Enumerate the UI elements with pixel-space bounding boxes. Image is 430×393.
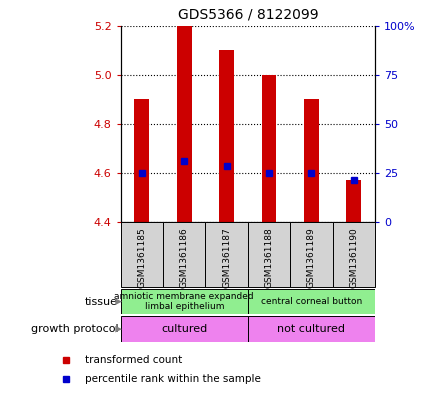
Bar [163, 222, 205, 287]
Bar [120, 316, 247, 342]
Text: GSM1361186: GSM1361186 [179, 227, 188, 288]
Bar [346, 180, 360, 222]
Text: amniotic membrane expanded
limbal epithelium: amniotic membrane expanded limbal epithe… [114, 292, 253, 311]
Text: cultured: cultured [161, 324, 207, 334]
Bar [303, 99, 318, 222]
Bar [289, 222, 332, 287]
Bar [261, 75, 276, 222]
Text: GSM1361190: GSM1361190 [348, 227, 357, 288]
Title: GDS5366 / 8122099: GDS5366 / 8122099 [177, 7, 317, 22]
Text: tissue: tissue [85, 297, 118, 307]
Bar [247, 289, 374, 314]
Text: GSM1361188: GSM1361188 [264, 227, 273, 288]
Bar [134, 99, 149, 222]
Text: GSM1361185: GSM1361185 [137, 227, 146, 288]
Bar [120, 289, 247, 314]
Text: percentile rank within the sample: percentile rank within the sample [85, 374, 260, 384]
Bar [247, 222, 289, 287]
Bar [120, 222, 163, 287]
Text: central corneal button: central corneal button [260, 297, 361, 306]
Bar [332, 222, 374, 287]
Bar [176, 26, 191, 222]
Text: GSM1361189: GSM1361189 [306, 227, 315, 288]
Text: GSM1361187: GSM1361187 [221, 227, 230, 288]
Bar [247, 316, 374, 342]
Bar [219, 50, 233, 222]
Text: growth protocol: growth protocol [31, 324, 118, 334]
Text: not cultured: not cultured [277, 324, 344, 334]
Bar [205, 222, 247, 287]
Text: transformed count: transformed count [85, 354, 181, 365]
